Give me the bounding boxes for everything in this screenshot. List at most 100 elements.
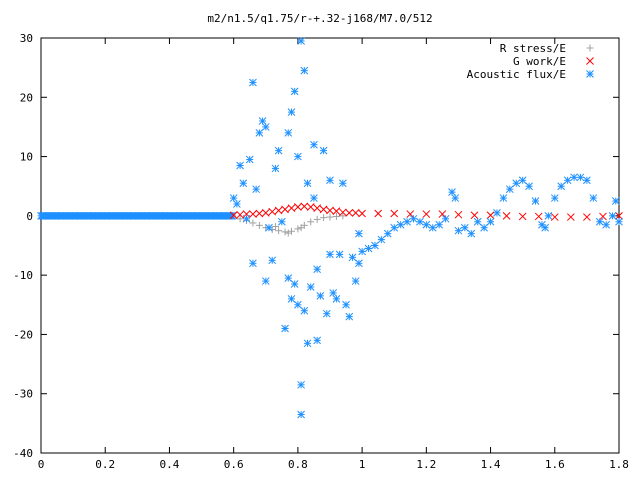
series-2-point	[303, 179, 312, 188]
series-0-point	[255, 221, 263, 229]
series-2-point	[233, 200, 241, 208]
y-tick-label: 30	[20, 32, 33, 45]
series-2-point	[615, 217, 623, 226]
series-2-point	[377, 235, 386, 244]
series-2-point	[428, 223, 437, 232]
series-1-point	[249, 210, 257, 218]
x-tick-label: 0.4	[160, 458, 180, 471]
axis-ticks: 0 0.2 0.4 0.6 0.8 1 1.2 1.4 1.6 1.8 30 20 10 0 -10 -20 -…	[13, 32, 629, 471]
series-1-point	[358, 209, 366, 218]
x-tick-label: 0.2	[95, 458, 115, 471]
series-2-point	[505, 185, 514, 194]
x-tick-label: 1.8	[609, 458, 629, 471]
series-2-point	[563, 176, 572, 185]
series-1-point	[281, 205, 289, 214]
series-1-point	[268, 207, 277, 216]
series-2-point	[277, 217, 286, 226]
series-2-point	[390, 223, 399, 232]
x-tick-label: 1.2	[416, 458, 436, 471]
series-2-point	[290, 87, 299, 96]
series-2-point	[287, 108, 296, 116]
series-2-point	[493, 209, 501, 217]
series-1-point	[534, 212, 543, 221]
series-1-point	[422, 210, 431, 218]
series-2-point	[473, 217, 482, 226]
series-2-point	[316, 292, 325, 300]
series-1-point	[326, 206, 334, 215]
series-2-point	[595, 217, 604, 226]
series-2-point	[441, 214, 450, 223]
series-1-point	[255, 209, 264, 218]
series-2-point	[416, 217, 424, 226]
series-2-point	[518, 176, 527, 185]
series-1	[229, 202, 623, 221]
series-2-point	[435, 220, 444, 229]
series-2-point	[348, 253, 357, 262]
series-1-point	[502, 212, 511, 220]
series-2-point	[268, 256, 277, 265]
series-1-point	[406, 210, 415, 218]
series-1-point	[550, 213, 559, 221]
series-2-point	[531, 197, 540, 205]
series-2-point	[454, 226, 463, 235]
series-2-point	[258, 117, 267, 125]
series-2-point	[351, 277, 360, 285]
series-0-point	[249, 219, 257, 227]
series-1-point	[390, 209, 399, 218]
series-1-point	[583, 213, 591, 221]
series-1-point	[236, 210, 244, 219]
series-1-point	[518, 212, 527, 221]
y-tick-label: 20	[20, 91, 33, 104]
series-2-point	[326, 250, 334, 259]
series-2-point	[583, 176, 591, 185]
series-2-point	[608, 212, 617, 220]
y-tick-label: -40	[13, 447, 33, 460]
series-1-point	[599, 212, 607, 221]
series-2-point	[355, 229, 363, 238]
legend-marker	[586, 57, 594, 65]
series-2-point	[499, 194, 508, 202]
series-2-point	[297, 380, 305, 389]
series-2-point	[611, 197, 620, 205]
x-tick-label: 0.8	[288, 458, 308, 471]
series-2-point	[313, 265, 322, 274]
series-2-point	[570, 173, 578, 182]
series-2-point	[451, 194, 460, 202]
series-2-point	[274, 146, 283, 155]
series-1-point	[300, 202, 309, 211]
series-2-point	[480, 223, 488, 232]
series-2-point	[245, 155, 254, 164]
series-2-point	[371, 241, 379, 250]
series-0-point	[320, 214, 328, 222]
series-2-point	[284, 274, 293, 282]
series-1-point	[470, 211, 479, 220]
series-2-point	[242, 214, 251, 223]
series-2-point	[544, 212, 553, 220]
series-2-point	[287, 295, 296, 303]
series-1-point	[486, 211, 495, 220]
series-2-point	[255, 129, 264, 137]
series-2-point	[409, 214, 418, 223]
series-2-point	[461, 223, 469, 232]
series-1-point	[306, 203, 315, 211]
series-0-point	[307, 218, 315, 226]
series-2-point	[303, 339, 312, 348]
x-tick-label: 0.6	[224, 458, 244, 471]
series-2-point	[294, 300, 302, 309]
acoustic-flux-zero-band	[37, 212, 237, 220]
x-tick-label: 1	[359, 458, 366, 471]
series-2-point	[338, 179, 347, 188]
series-2	[229, 37, 623, 419]
series-2-point	[252, 185, 260, 194]
series-2-point	[541, 223, 549, 232]
series-0-point	[236, 215, 244, 223]
legend-label: R stress/E	[500, 42, 566, 55]
data-marks	[37, 37, 623, 419]
series-2-point	[297, 410, 305, 419]
series-2-point	[467, 229, 476, 238]
series-0-point	[313, 215, 321, 223]
y-tick-label: -10	[13, 269, 33, 282]
series-0-point	[326, 213, 334, 221]
